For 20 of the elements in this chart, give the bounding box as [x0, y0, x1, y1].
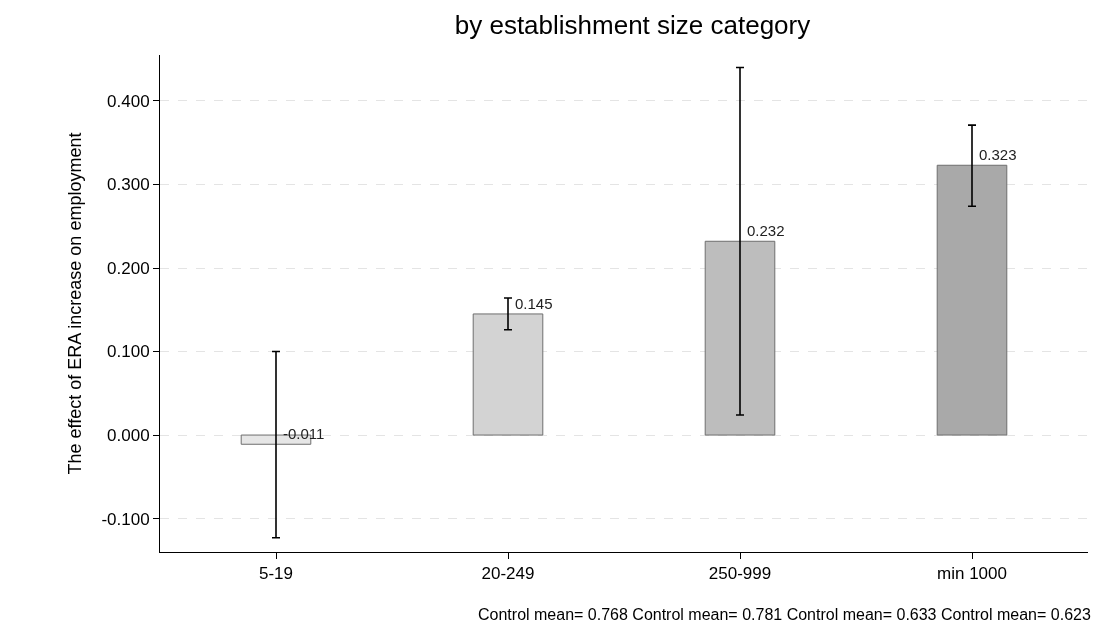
data-label: -0.011	[283, 425, 325, 442]
text: Control mean= 0.768 Control mean= 0.781 Control mean= 0.633 Control mean= 0.623	[478, 606, 1091, 623]
y-tick-label: 0.400	[107, 91, 150, 111]
y-tick-label: 0.100	[107, 342, 150, 362]
bar	[472, 313, 544, 436]
data-label: 0.323	[979, 146, 1017, 163]
bar	[936, 164, 1008, 436]
data-label: 0.145	[515, 295, 553, 312]
x-tick-label: min 1000	[937, 564, 1007, 584]
x-tick-label: 20-249	[481, 564, 535, 584]
y-tick-label: -0.100	[101, 509, 150, 529]
chart-title: by establishment size category	[454, 10, 811, 41]
bar	[704, 240, 776, 436]
y-axis-title: The effect of ERA increase on employment	[64, 132, 85, 475]
y-tick-label: 0.000	[107, 426, 150, 446]
y-tick-label: 0.200	[107, 258, 150, 278]
y-tick-label: 0.300	[107, 175, 150, 195]
x-tick-label: 250-999	[708, 564, 772, 584]
data-label: 0.232	[747, 222, 785, 239]
x-tick-label: 5-19	[258, 564, 294, 584]
